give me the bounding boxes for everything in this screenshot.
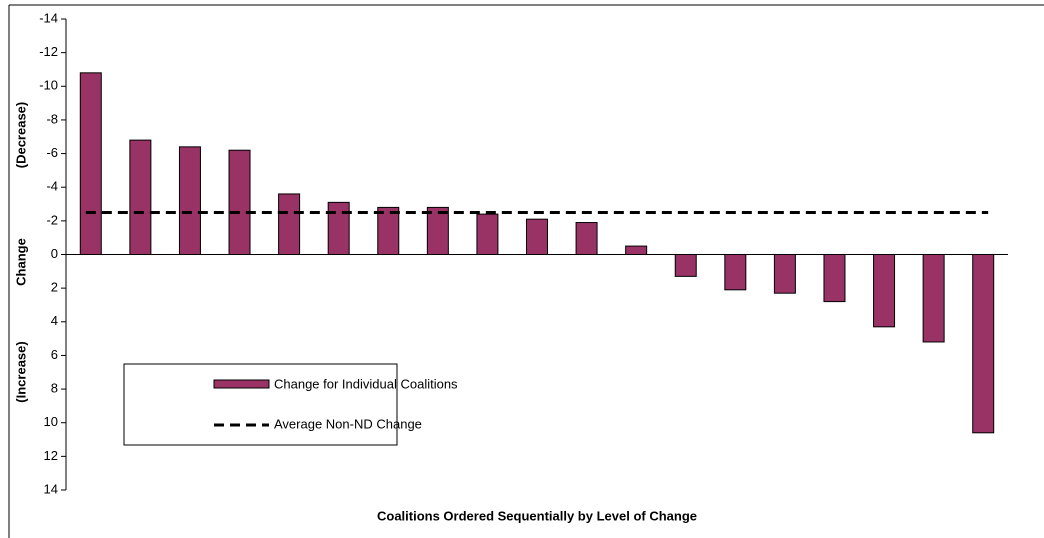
- bar: [773, 254, 796, 294]
- y-tick-label: -2: [46, 212, 58, 227]
- bar: [129, 139, 152, 255]
- bar: [228, 149, 251, 255]
- legend-label: Average Non-ND Change: [274, 416, 422, 431]
- y-tick-label: -8: [46, 111, 58, 126]
- y-axis-label: (Decrease): [13, 102, 28, 169]
- legend-swatch: [213, 379, 270, 389]
- bar: [823, 254, 846, 303]
- y-tick-label: -4: [46, 179, 58, 194]
- y-tick-label: 0: [51, 246, 58, 261]
- y-tick-label: 12: [44, 448, 58, 463]
- x-axis-label: Coalitions Ordered Sequentially by Level…: [377, 508, 697, 523]
- bar: [526, 218, 548, 256]
- y-tick-label: -14: [39, 10, 58, 25]
- bar: [873, 254, 896, 328]
- legend-box: [123, 363, 398, 446]
- y-tick-label: 8: [51, 381, 58, 396]
- y-tick-label: -12: [39, 44, 58, 59]
- bar: [327, 201, 350, 256]
- bar: [575, 222, 598, 256]
- bar: [674, 254, 697, 277]
- bar: [278, 193, 301, 255]
- y-tick-label: 14: [44, 481, 58, 496]
- bar: [625, 245, 648, 255]
- bar: [79, 72, 102, 256]
- y-tick-label: 10: [44, 414, 58, 429]
- bar: [476, 213, 499, 255]
- y-tick-label: 2: [51, 280, 58, 295]
- bar: [377, 206, 400, 255]
- y-tick-label: -6: [46, 145, 58, 160]
- y-tick-label: 4: [51, 313, 58, 328]
- y-axis-label: Change: [13, 238, 28, 286]
- y-tick-label: -10: [39, 78, 58, 93]
- legend-label: Change for Individual Coalitions: [274, 376, 458, 391]
- bar: [922, 254, 945, 343]
- y-tick-label: 6: [51, 347, 58, 362]
- bar: [972, 254, 995, 434]
- legend: Change for Individual Coalitions Average …: [123, 363, 458, 446]
- bar: [178, 146, 201, 255]
- bar: [426, 206, 449, 255]
- bar: [724, 254, 747, 291]
- y-axis-label: (Increase): [13, 341, 28, 402]
